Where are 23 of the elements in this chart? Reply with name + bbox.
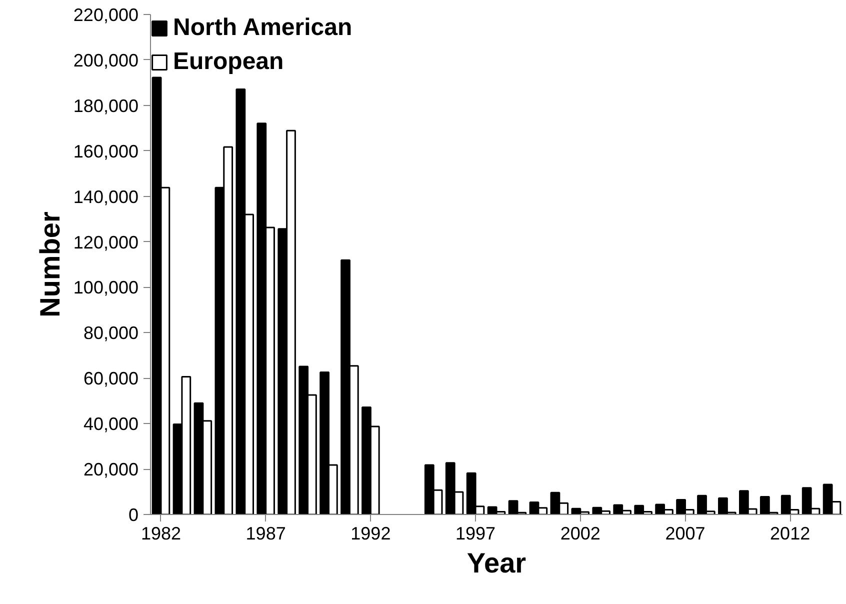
y-tick-label: 160,000: [73, 141, 139, 162]
y-tick-label: 80,000: [83, 323, 139, 344]
x-tick-label: 1992: [350, 524, 391, 544]
x-tick-label: 2007: [665, 524, 706, 544]
legend-label: North American: [173, 14, 352, 42]
x-tick-label: 2002: [560, 524, 600, 544]
x-tick-label: 1987: [246, 524, 286, 544]
x-tick-label: 1982: [140, 524, 182, 544]
x-axis-title: Year: [466, 548, 526, 578]
y-tick-label: 120,000: [73, 232, 139, 252]
y-tick-label: 60,000: [83, 368, 139, 389]
y-tick-label: 200,000: [73, 50, 139, 70]
x-tick-label: 2012: [770, 524, 810, 544]
y-axis-title: Number: [34, 212, 66, 318]
y-tick-label: 20,000: [83, 460, 139, 480]
x-tick-label: 1997: [456, 524, 496, 544]
y-tick-label: 40,000: [83, 414, 139, 434]
y-tick-label: 100,000: [73, 278, 139, 298]
y-tick-label: 180,000: [73, 96, 139, 116]
y-tick-label: 0: [128, 505, 139, 525]
y-tick-label: 140,000: [73, 186, 139, 207]
legend-label: European: [173, 48, 284, 76]
y-tick-label: 220,000: [73, 5, 139, 25]
